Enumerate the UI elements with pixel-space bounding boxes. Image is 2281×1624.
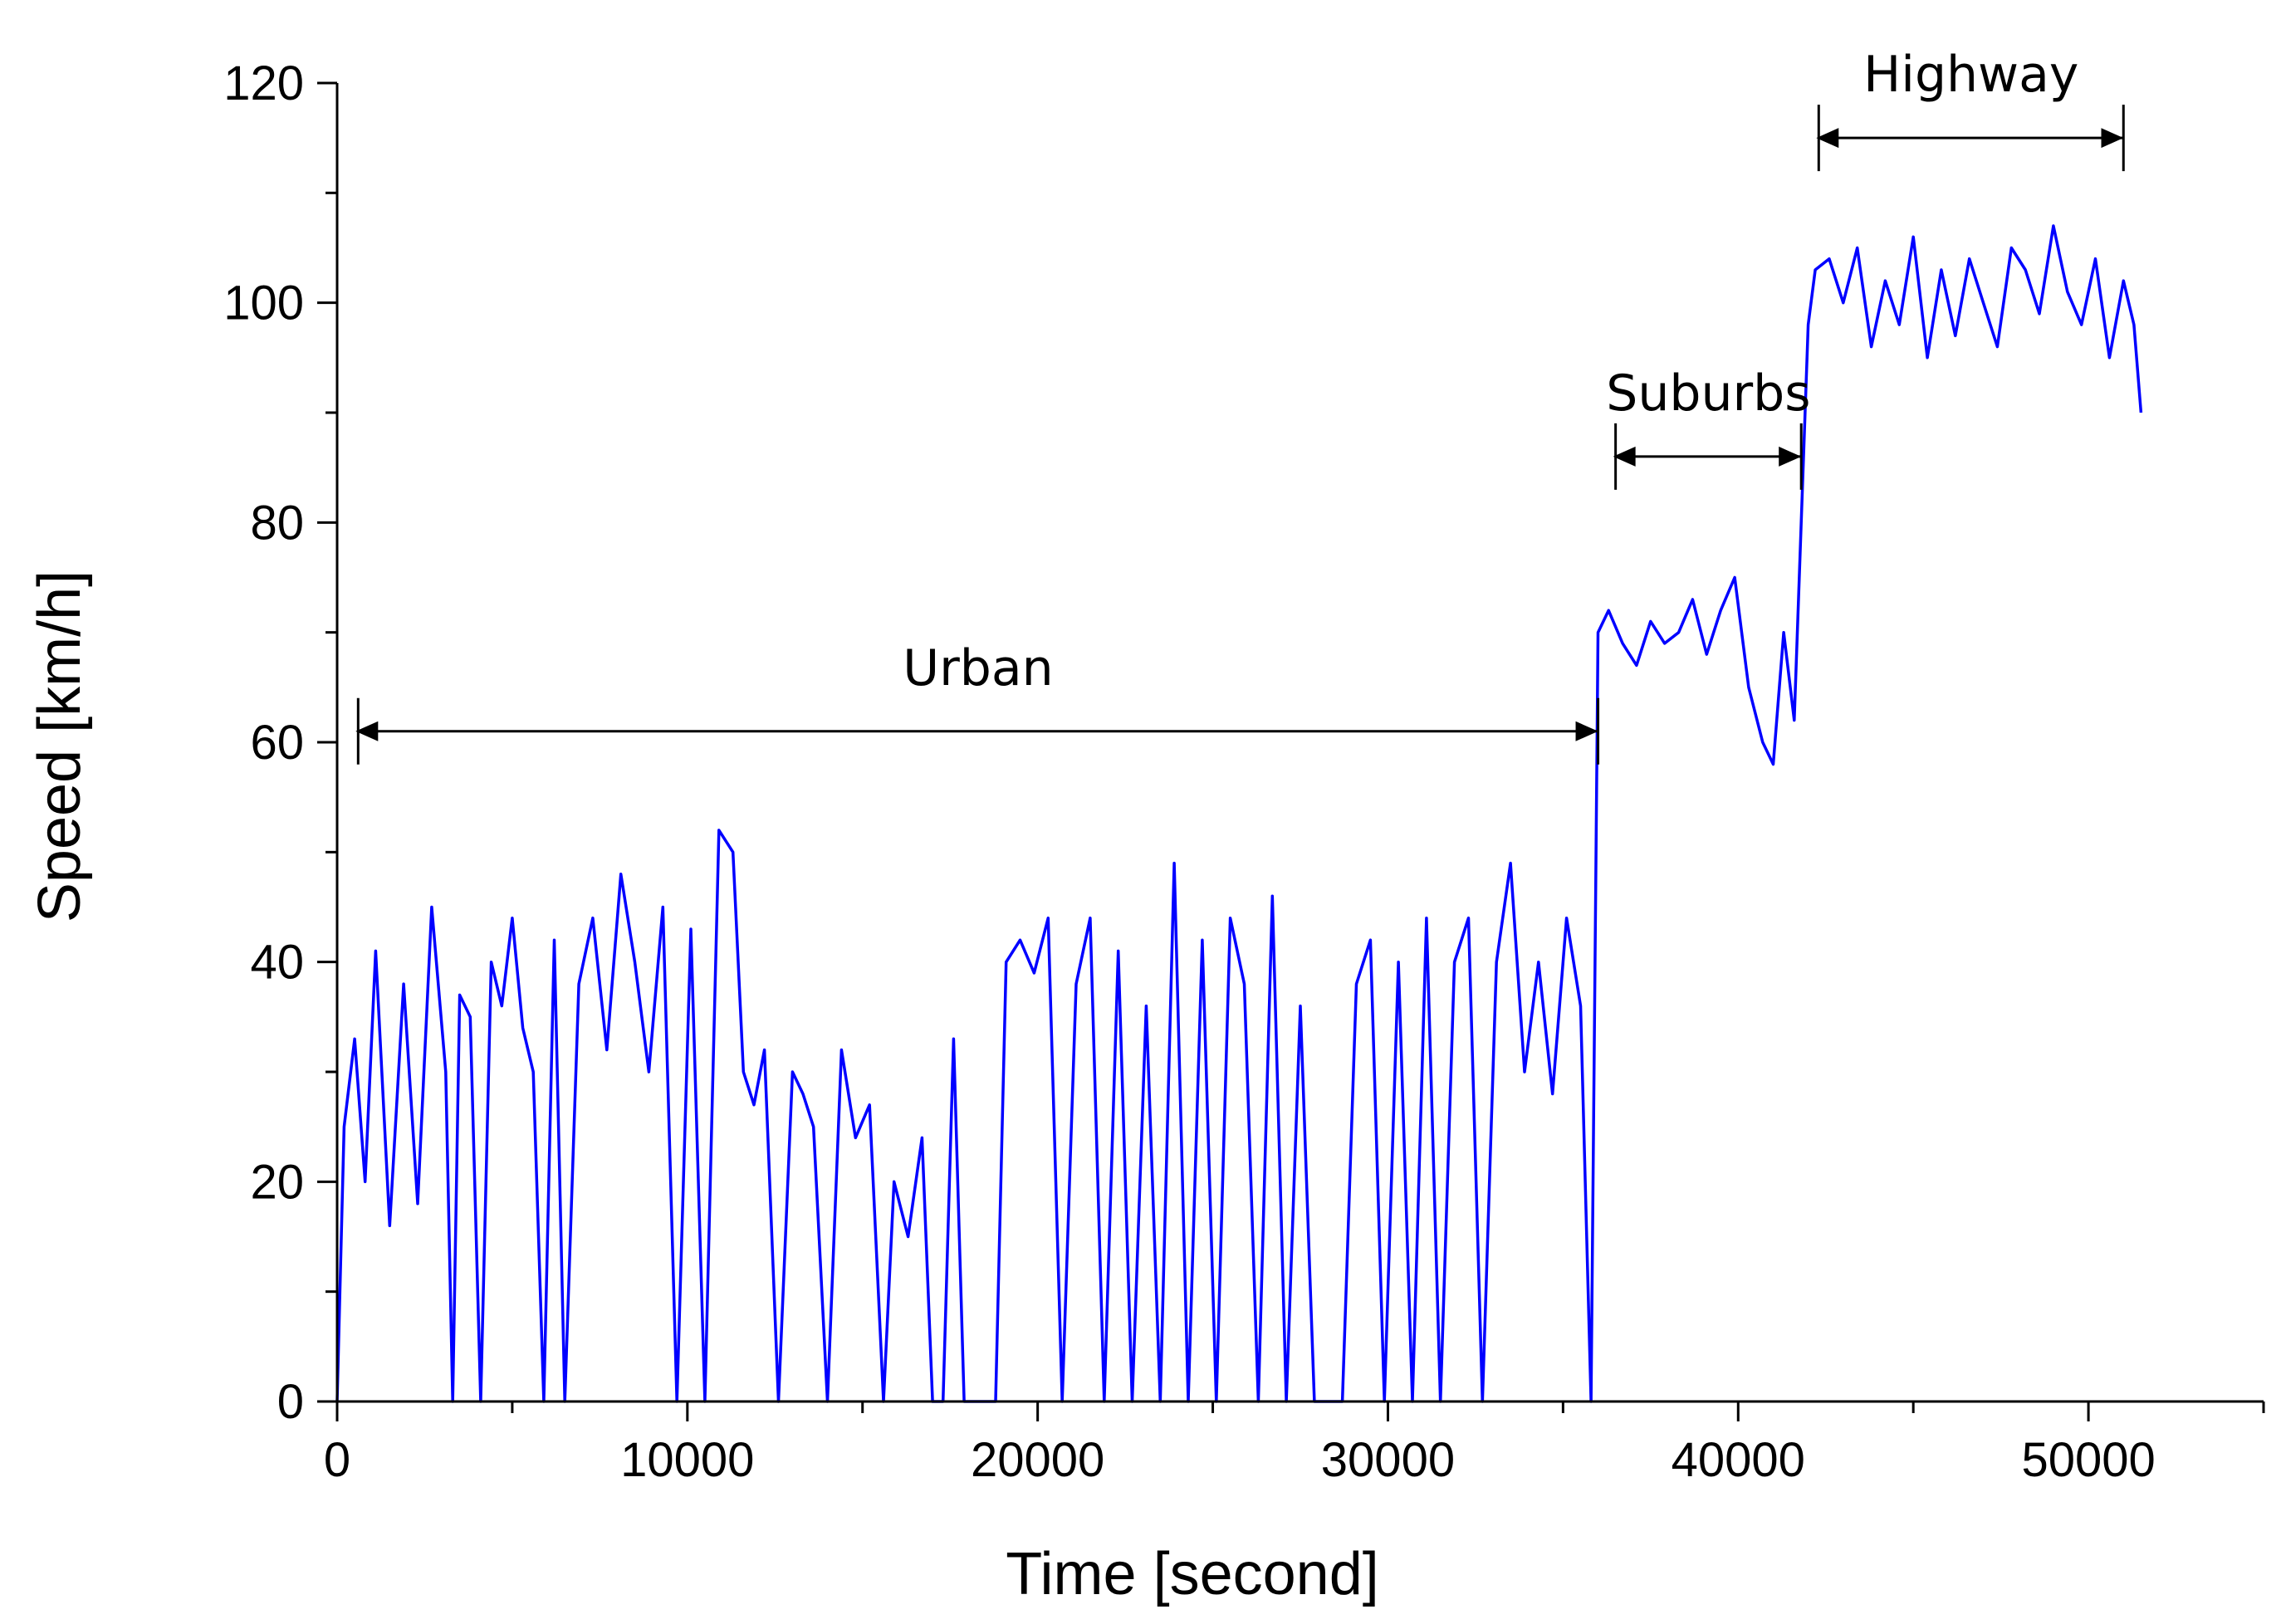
annotation-label: Highway (1863, 46, 2078, 104)
y-tick-label: 60 (250, 716, 304, 770)
annotation-highway: Highway (1816, 46, 2125, 172)
y-axis-title: Speed [km/h] (27, 570, 93, 922)
x-tick-label: 40000 (1672, 1433, 1805, 1487)
x-tick-label: 0 (324, 1433, 350, 1487)
x-axis-title: Time [second] (1006, 1541, 1379, 1607)
annotation-label: Urban (903, 639, 1053, 697)
speed-series-line (335, 224, 2143, 1403)
x-tick-label: 30000 (1321, 1433, 1455, 1487)
annotation-suburbs: Suburbs (1606, 364, 1811, 490)
annotation-urban: Urban (355, 639, 1600, 765)
plot-area (335, 224, 2143, 1403)
x-tick-label: 50000 (2021, 1433, 2155, 1487)
axes: 0 10000 20000 30000 40000 50000 0 20 40 60 80 100 1… (223, 56, 2265, 1487)
y-axis-ticks: 0 20 40 60 80 100 120 (223, 56, 337, 1429)
y-tick-label: 100 (223, 276, 304, 330)
x-tick-label: 20000 (971, 1433, 1104, 1487)
y-tick-label: 20 (250, 1155, 304, 1209)
annotation-label: Suburbs (1606, 364, 1810, 423)
y-tick-label: 0 (277, 1375, 304, 1429)
segment-annotations: Urban Suburbs Highway (355, 46, 2125, 765)
y-tick-label: 40 (250, 936, 304, 990)
x-tick-label: 10000 (620, 1433, 754, 1487)
y-tick-label: 80 (250, 496, 304, 550)
x-axis-ticks: 0 10000 20000 30000 40000 50000 (324, 1401, 2265, 1487)
y-tick-label: 120 (223, 56, 304, 110)
